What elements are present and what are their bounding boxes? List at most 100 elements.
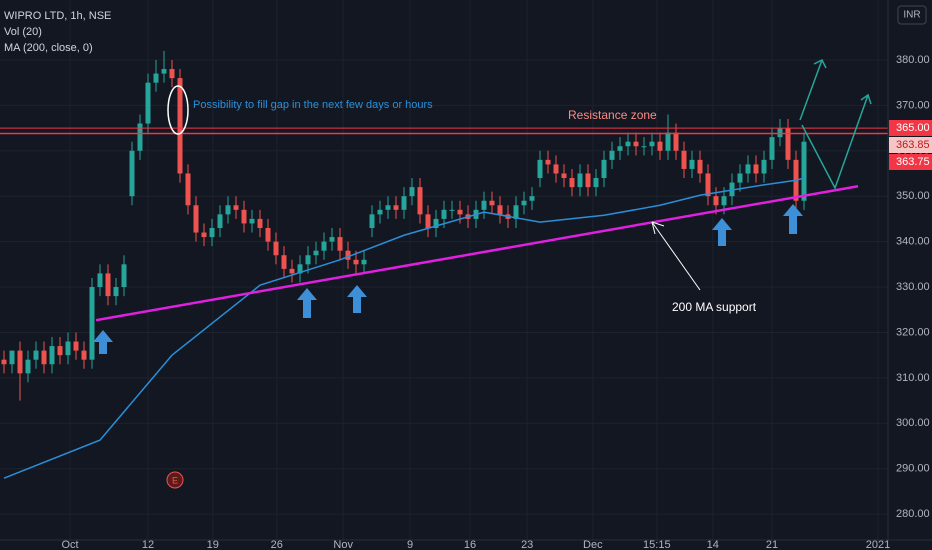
candle-body bbox=[1, 359, 7, 365]
x-tick-label: Nov bbox=[333, 539, 353, 550]
x-tick-label: Dec bbox=[583, 539, 603, 550]
earnings-circle[interactable] bbox=[166, 471, 184, 489]
ma-line bbox=[3, 177, 805, 479]
candle-body bbox=[481, 200, 487, 210]
candle-body bbox=[433, 218, 439, 228]
x-tick-label: 12 bbox=[142, 539, 154, 550]
arrow bbox=[783, 204, 803, 234]
candle-body bbox=[625, 141, 631, 147]
candle-body bbox=[457, 209, 463, 215]
candle-body bbox=[337, 237, 343, 251]
candle-body bbox=[417, 187, 423, 215]
support-line bbox=[95, 184, 859, 322]
candle-body bbox=[681, 150, 687, 169]
candle-body bbox=[249, 218, 255, 224]
legend-volume: Vol (20) bbox=[4, 26, 42, 38]
candle-body bbox=[569, 178, 575, 188]
candle-body bbox=[673, 132, 679, 151]
gap-ellipse bbox=[167, 85, 189, 135]
candle-body bbox=[57, 346, 63, 356]
y-tick-label: 290.00 bbox=[896, 463, 930, 475]
candle-body bbox=[209, 227, 215, 238]
candle-body bbox=[785, 128, 791, 160]
price-label: 365.00 bbox=[896, 122, 930, 134]
arrow bbox=[297, 288, 317, 318]
candle-body bbox=[441, 209, 447, 219]
x-tick-label: 26 bbox=[271, 539, 283, 550]
candle-body bbox=[577, 173, 583, 188]
x-tick-label: 19 bbox=[207, 539, 219, 550]
candle-body bbox=[753, 164, 759, 174]
y-tick-label: 300.00 bbox=[896, 417, 930, 429]
candle-body bbox=[129, 150, 135, 197]
candle-body bbox=[601, 159, 607, 179]
candle-body bbox=[449, 209, 455, 211]
arrow bbox=[712, 218, 732, 246]
y-tick-label: 350.00 bbox=[896, 190, 930, 202]
ma-pointer-head bbox=[651, 221, 665, 235]
candle-body bbox=[49, 346, 55, 365]
currency-box[interactable] bbox=[897, 5, 927, 25]
y-tick-label: 340.00 bbox=[896, 236, 930, 248]
candle-body bbox=[801, 141, 807, 201]
candle-body bbox=[633, 141, 639, 147]
candle-body bbox=[497, 205, 503, 215]
candle-body bbox=[297, 264, 303, 274]
candle-body bbox=[537, 159, 543, 179]
candle-body bbox=[185, 173, 191, 206]
x-tick-label: 14 bbox=[707, 539, 719, 550]
candle-body bbox=[233, 205, 239, 210]
candle-body bbox=[665, 132, 671, 151]
earnings-marker[interactable]: E bbox=[172, 475, 178, 485]
candle-body bbox=[553, 164, 559, 174]
candle-body bbox=[761, 159, 767, 174]
candle-body bbox=[697, 159, 703, 174]
candle-body bbox=[41, 350, 47, 365]
candle-body bbox=[137, 123, 143, 151]
candle-body bbox=[169, 69, 175, 79]
candle-body bbox=[289, 268, 295, 274]
candle-body bbox=[73, 341, 79, 351]
resistance-note: Resistance zone bbox=[568, 108, 657, 122]
candle-body bbox=[705, 173, 711, 197]
candle-body bbox=[529, 196, 535, 201]
arrow bbox=[93, 330, 113, 354]
currency[interactable]: INR bbox=[903, 10, 920, 21]
projection-pullback bbox=[801, 93, 872, 190]
price-label-box bbox=[889, 137, 932, 153]
legend-ma: MA (200, close, 0) bbox=[4, 42, 93, 54]
candle-body bbox=[561, 173, 567, 179]
candle-body bbox=[777, 128, 783, 138]
price-label-box bbox=[889, 120, 932, 136]
candle-body bbox=[145, 82, 151, 124]
candle-body bbox=[689, 159, 695, 169]
candle-body bbox=[105, 273, 111, 297]
candle-body bbox=[257, 218, 263, 228]
candle-body bbox=[153, 73, 159, 83]
candle-body bbox=[121, 264, 127, 288]
plot bbox=[0, 50, 888, 479]
candle-body bbox=[489, 200, 495, 206]
arrow bbox=[347, 285, 367, 313]
candle-body bbox=[401, 196, 407, 210]
candle-body bbox=[321, 241, 327, 251]
candle-body bbox=[305, 255, 311, 265]
candle-body bbox=[65, 341, 71, 356]
candle-body bbox=[161, 69, 167, 74]
candle-body bbox=[273, 241, 279, 256]
candle-body bbox=[89, 287, 95, 360]
price-label: 363.85 bbox=[896, 139, 930, 151]
candle-body bbox=[97, 273, 103, 288]
projection bbox=[799, 58, 872, 190]
candle-body bbox=[617, 146, 623, 151]
x-tick-label: Oct bbox=[61, 539, 78, 550]
candle-body bbox=[745, 164, 751, 174]
up-arrows bbox=[93, 204, 803, 354]
grid bbox=[0, 0, 888, 540]
legend-symbol: WIPRO LTD, 1h, NSE bbox=[4, 10, 111, 22]
candle-body bbox=[385, 205, 391, 210]
x-tick-label: 23 bbox=[521, 539, 533, 550]
